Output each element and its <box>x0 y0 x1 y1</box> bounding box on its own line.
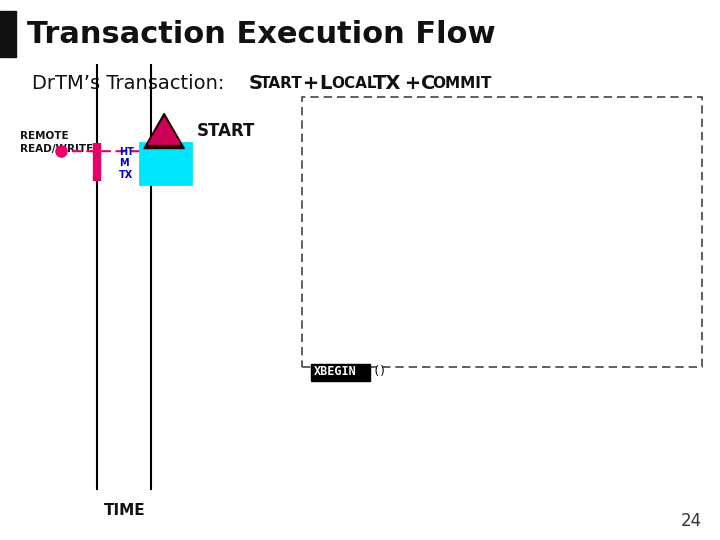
Text: C: C <box>421 74 436 93</box>
Text: S: S <box>248 74 262 93</box>
Text: DrTM’s Transaction:: DrTM’s Transaction: <box>32 74 231 93</box>
Text: Transaction Execution Flow: Transaction Execution Flow <box>27 19 496 49</box>
Text: +: + <box>296 74 326 93</box>
Polygon shape <box>144 113 184 148</box>
Bar <box>311 364 370 381</box>
Text: cache[key] = value: cache[key] = value <box>313 210 470 223</box>
Bar <box>140 143 191 184</box>
Text: cache[key] = value: cache[key] = value <box>313 304 470 317</box>
Text: HT
M
TX: HT M TX <box>119 147 134 180</box>
Text: TART: TART <box>260 76 302 91</box>
Bar <box>0 11 16 57</box>
Text: TIME: TIME <box>104 503 145 518</box>
Text: REMOTE
READ/WRITE: REMOTE READ/WRITE <box>20 131 94 154</box>
Text: foreach key in remote_readset: foreach key in remote_readset <box>313 241 534 254</box>
Text: OCAL: OCAL <box>331 76 377 91</box>
Polygon shape <box>148 118 180 144</box>
Text: 24: 24 <box>681 512 702 530</box>
Text: foreach key in remote_writeset: foreach key in remote_writeset <box>313 147 541 160</box>
Text: value = Exclusive_lock_fetch(key): value = Exclusive_lock_fetch(key) <box>313 179 577 192</box>
Text: OMMIT: OMMIT <box>433 76 492 91</box>
Text: XBEGIN: XBEGIN <box>314 365 356 378</box>
Text: (remote_writeset,remote_readset): (remote_writeset,remote_readset) <box>362 116 590 129</box>
Text: TX: TX <box>373 74 401 93</box>
Text: START: START <box>313 116 348 129</box>
Bar <box>302 97 702 367</box>
Text: (): () <box>372 365 387 378</box>
Text: START: START <box>197 122 255 140</box>
Text: +: + <box>398 74 428 93</box>
Text: value = Shared_lease_fetch(key): value = Shared_lease_fetch(key) <box>313 273 562 286</box>
Text: L: L <box>319 74 331 93</box>
